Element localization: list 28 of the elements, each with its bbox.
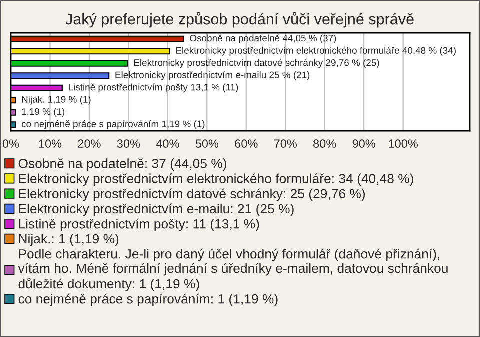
x-tick-label: 40% — [156, 140, 180, 148]
legend-label: Elektronicky prostřednictvím datové schránky: 25 (29,76 %) — [19, 188, 366, 202]
x-tick-label: 0% — [2, 140, 20, 148]
x-tick-label: 90% — [352, 140, 376, 148]
x-tick-label: 60% — [235, 140, 258, 148]
data-label: Listině prostřednictvím pošty 13,1 % (11) — [69, 84, 238, 93]
x-tick-label: 70% — [274, 140, 298, 148]
data-label: 1,19 % (1) — [22, 108, 65, 118]
data-label: Nijak. 1,19 % (1) — [22, 96, 91, 105]
data-label: Elektronicky prostřednictvím datové schránky 29,76 % (25) — [134, 59, 380, 68]
legend-label: Elektronicky prostřednictvím e-mailu: 21 (25 %) — [19, 204, 294, 216]
legend-label: Elektronicky prostřednictvím elektronického formuláře: 34 (40,48 %) — [19, 174, 414, 186]
data-label: Elektronicky prostřednictvím e-mailu 25 % (21) — [116, 71, 310, 80]
x-tick-label: 50% — [196, 140, 219, 148]
legend-label: Listině prostřednictvím pošty: 11 (13,1 %) — [19, 218, 260, 232]
legend-label: Podle charakteru. Je-li pro daný účel vhodný formulář (daňové přiznání), vítám ho. Méně formální jednání s úředníky e-mailem, datovou schránkou důležité dokumenty: 1 (1,19 %) — [18, 248, 448, 292]
x-tick-label: 30% — [117, 140, 140, 148]
x-tick-label: 10% — [39, 140, 62, 148]
x-tick-label: 20% — [78, 140, 101, 148]
legend-label: Osobně na podatelně: 37 (44,05 %) — [18, 158, 226, 171]
chart-title: Jaký preferujete způsob podání vůči veřejné správě — [66, 12, 414, 28]
data-label: co nejméně práce s papírováním 1,19 % (1) — [22, 120, 205, 130]
x-tick-label: 100% — [389, 140, 418, 148]
data-label: Elektronicky prostřednictvím elektronického formuláře 40,48 % (34) — [176, 46, 456, 56]
legend-label: Nijak.: 1 (1,19 %) — [19, 234, 119, 246]
legend-label: co nejméně práce s papírováním: 1 (1,19 %) — [18, 294, 278, 306]
x-tick-label: 80% — [314, 140, 336, 148]
data-label: Osobně na podatelně 44,05 % (37) — [190, 34, 336, 44]
